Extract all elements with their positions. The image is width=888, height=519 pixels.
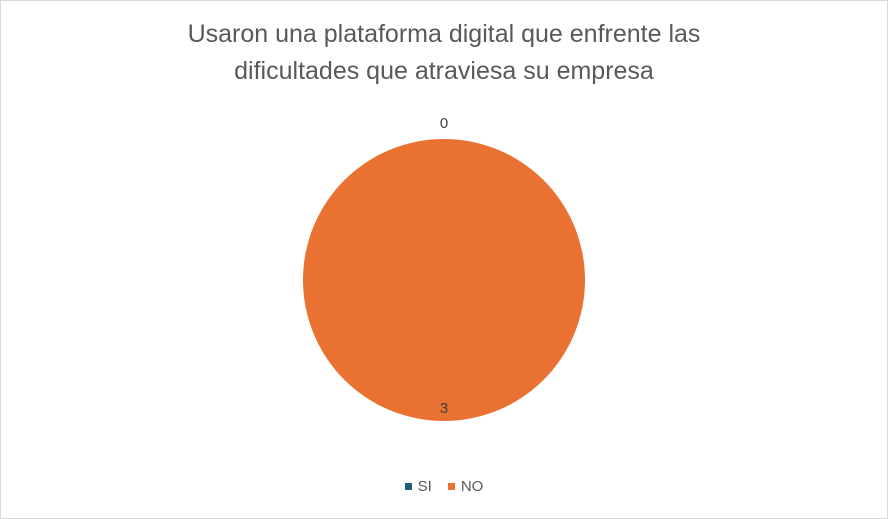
legend-item-no: NO: [448, 478, 484, 495]
legend-label-si: SI: [418, 478, 432, 495]
legend-swatch-no: [448, 483, 455, 490]
pie-slice-no: [303, 139, 585, 421]
legend-item-si: SI: [405, 478, 432, 495]
legend-label-no: NO: [461, 478, 484, 495]
data-label-si: 0: [440, 115, 448, 132]
legend-swatch-si: [405, 483, 412, 490]
legend: SI NO: [0, 478, 888, 495]
data-label-no: 3: [440, 400, 448, 417]
